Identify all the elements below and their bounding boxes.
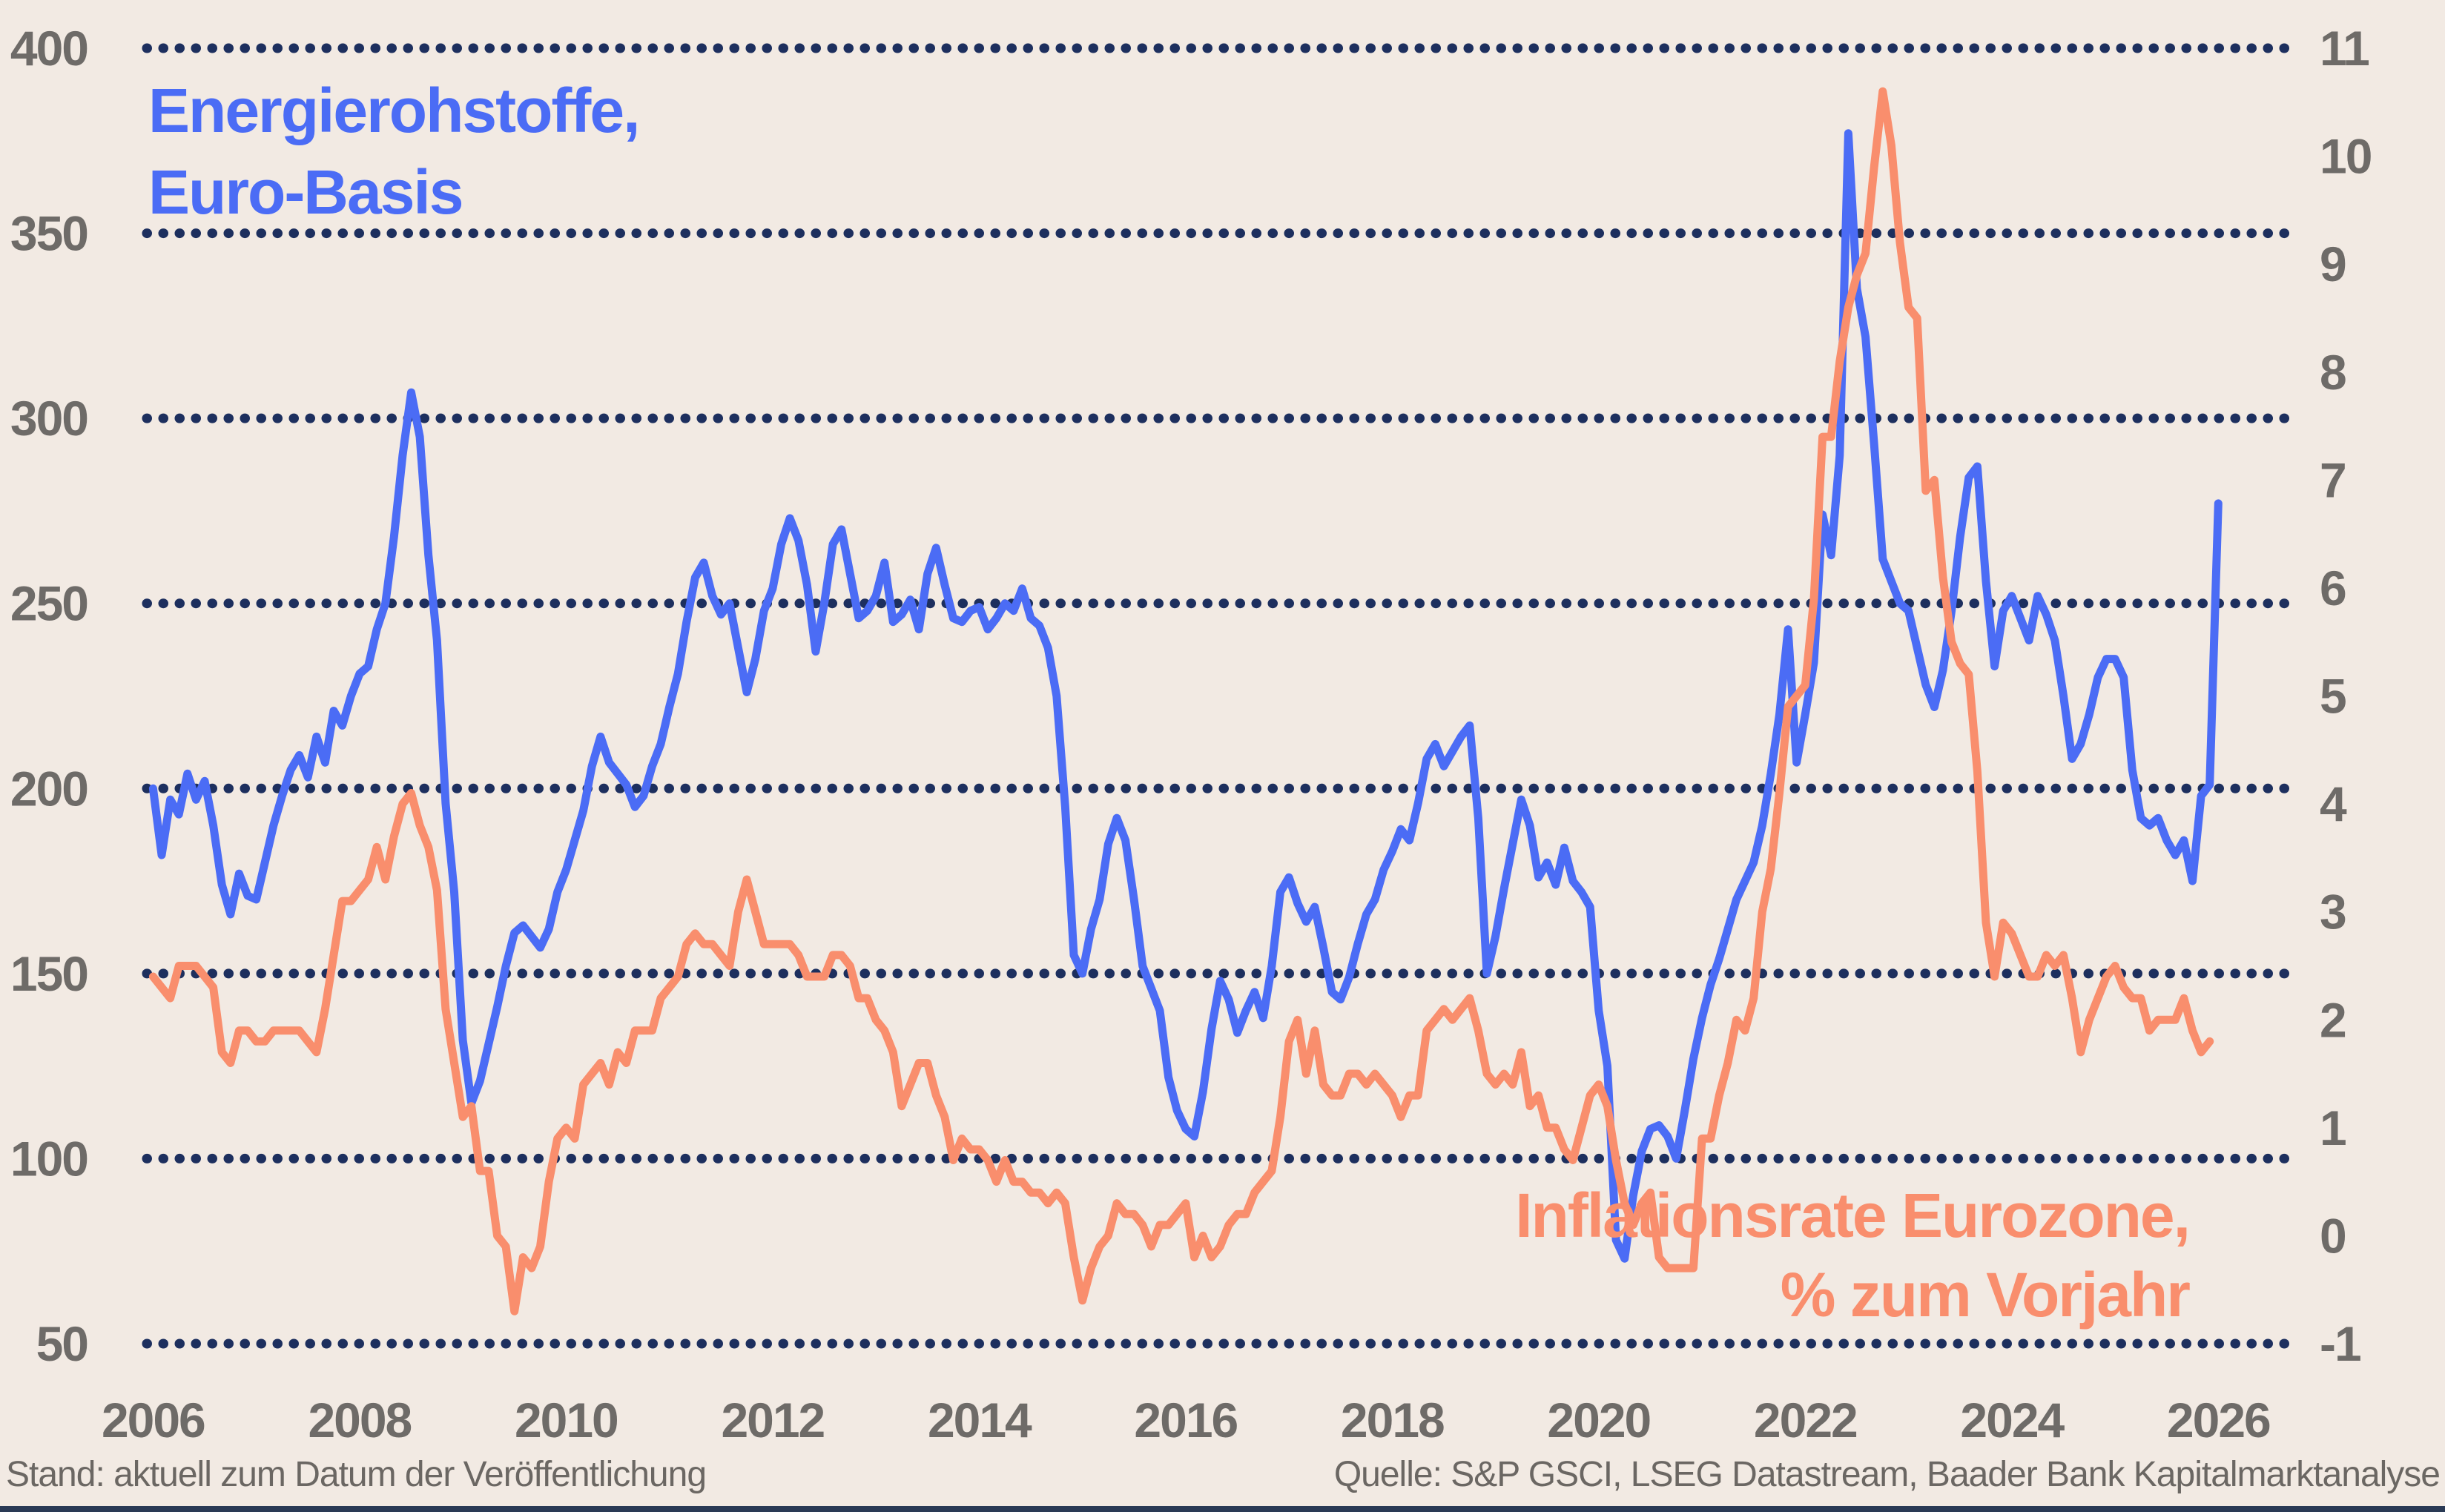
y-right-tick-1: 1 <box>2320 1100 2346 1155</box>
inflation-series-label-line1: Inflationsrate Eurozone, <box>1515 1181 2189 1250</box>
x-tick-2022: 2022 <box>1754 1393 1857 1447</box>
y-right-tick-11: 11 <box>2320 21 2369 76</box>
x-tick-2008: 2008 <box>308 1393 411 1447</box>
x-tick-2006: 2006 <box>102 1393 205 1447</box>
y-right-tick-7: 7 <box>2320 452 2346 507</box>
y-left-tick-50: 50 <box>36 1316 88 1371</box>
y-left-tick-400: 400 <box>10 21 88 76</box>
x-tick-2010: 2010 <box>515 1393 618 1447</box>
y-left-tick-350: 350 <box>10 206 88 261</box>
y-right-tick-2: 2 <box>2320 992 2346 1047</box>
y-right-tick-4: 4 <box>2320 776 2347 831</box>
bottom-border <box>0 1506 2445 1512</box>
series-line-energy <box>148 129 2223 1263</box>
y-right-tick-10: 10 <box>2320 129 2371 184</box>
y-right-tick--1: -1 <box>2320 1316 2360 1371</box>
x-tick-2026: 2026 <box>2167 1393 2270 1447</box>
energy-series-label-line1: Energierohstoffe, <box>148 76 639 145</box>
energy-series-label-line2: Euro-Basis <box>148 157 462 227</box>
x-tick-2012: 2012 <box>721 1393 824 1447</box>
y-left-tick-250: 250 <box>10 576 88 631</box>
x-tick-2014: 2014 <box>928 1393 1032 1447</box>
x-tick-2016: 2016 <box>1134 1393 1237 1447</box>
x-tick-2020: 2020 <box>1547 1393 1650 1447</box>
y-left-tick-200: 200 <box>10 761 88 816</box>
x-tick-2018: 2018 <box>1341 1393 1444 1447</box>
y-left-tick-100: 100 <box>10 1131 88 1186</box>
y-right-tick-9: 9 <box>2320 237 2346 291</box>
inflation-series-label-line2: % zum Vorjahr <box>1781 1260 2191 1330</box>
source-note: Quelle: S&P GSCI, LSEG Datastream, Baade… <box>1334 1455 2440 1494</box>
y-right-tick-3: 3 <box>2320 885 2346 940</box>
y-right-tick-6: 6 <box>2320 561 2346 615</box>
y-right-tick-5: 5 <box>2320 669 2346 724</box>
y-right-tick-0: 0 <box>2320 1208 2346 1263</box>
y-left-tick-150: 150 <box>10 946 88 1001</box>
x-tick-2024: 2024 <box>1960 1393 2065 1447</box>
series-line-inflation <box>148 87 2214 1315</box>
data-series-layer <box>148 87 2223 1315</box>
y-left-tick-300: 300 <box>10 391 88 446</box>
y-right-tick-8: 8 <box>2320 345 2346 400</box>
status-note: Stand: aktuell zum Datum der Veröffentli… <box>6 1455 706 1494</box>
axis-ticks-layer: 4003503002502001501005011109876543210-12… <box>10 21 2373 1447</box>
